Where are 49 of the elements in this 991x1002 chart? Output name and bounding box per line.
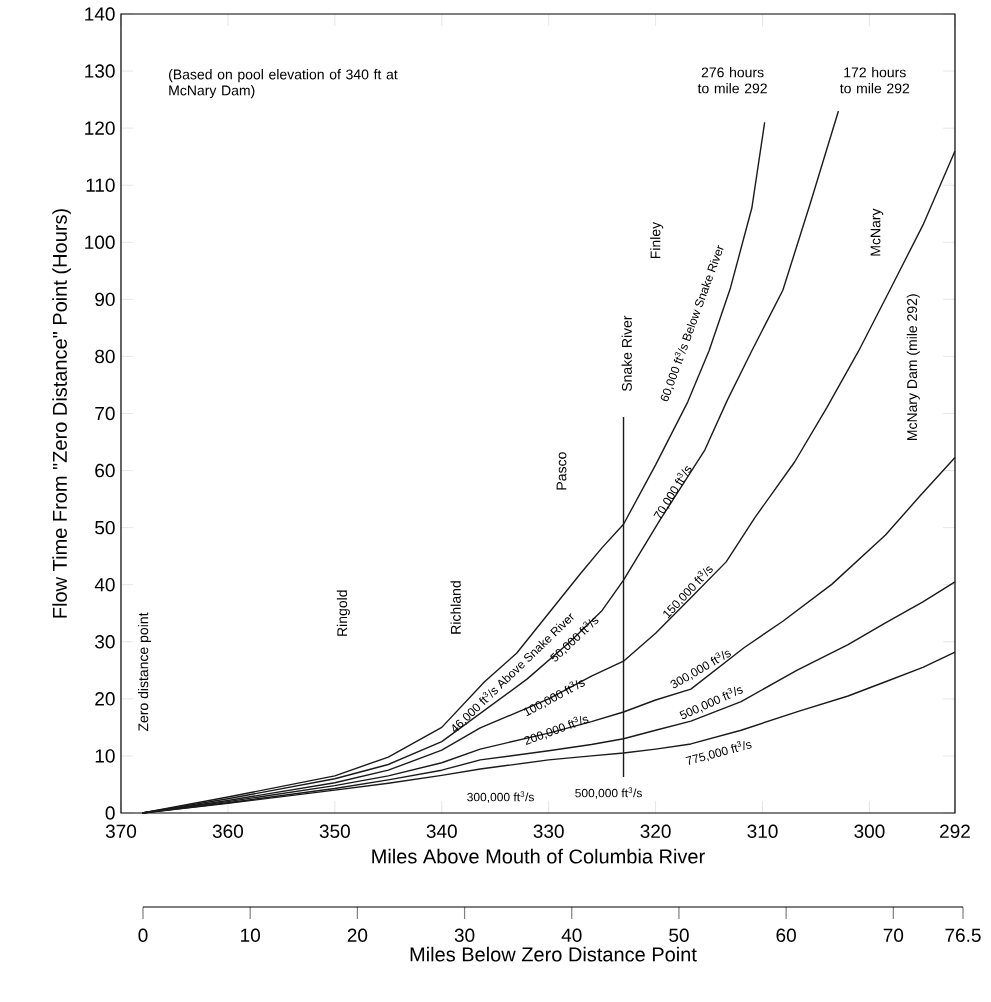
y-tick-label: 50 <box>95 520 115 535</box>
y-tick-label: 60 <box>95 463 115 478</box>
annotation: 775,000 ft$^{3}$/s <box>685 740 752 765</box>
x2-tick-label: 70 <box>883 928 904 942</box>
x-axis-title: Miles Above Mouth of Columbia River <box>372 848 705 864</box>
y-tick-label: 20 <box>95 692 115 706</box>
x2-tick-label: 10 <box>241 928 260 942</box>
annotation: Ringold <box>336 590 350 636</box>
y-tick-label: 140 <box>85 7 115 21</box>
x2-tick-label: 60 <box>776 928 796 942</box>
y-tick-label: 90 <box>95 292 115 307</box>
x2-axis-title: Miles Below Zero Distance Point <box>410 946 697 962</box>
annotation: 172 hours to mile 292 <box>839 67 910 94</box>
x-tick-label: 340 <box>426 824 457 838</box>
x-tick-label: 320 <box>640 824 671 838</box>
x2-tick-label: 30 <box>454 928 475 942</box>
x2-tick-label: 76.5 <box>945 928 981 942</box>
x-tick-label: 300 <box>854 824 885 838</box>
annotation: 500,000 ft$^{3}$/s <box>575 787 642 799</box>
annotation: (Based on pool elevation of 340 ft at McNary Dam) <box>169 69 398 99</box>
y-tick-label: 70 <box>95 406 115 421</box>
y-tick-label: 100 <box>85 235 115 250</box>
y-tick-label: 0 <box>105 806 115 820</box>
y-tick-label: 130 <box>85 64 115 78</box>
x-tick-label: 370 <box>105 824 137 838</box>
annotation: Zero distance point <box>137 612 152 732</box>
annotation: McNary Dam (mile 292) <box>906 294 920 441</box>
annotation: Pasco <box>556 452 567 490</box>
x-tick-label: 292 <box>940 824 970 838</box>
x2-tick-label: 50 <box>669 928 689 942</box>
x-tick-label: 360 <box>212 824 243 838</box>
x-tick-label: 310 <box>747 824 778 838</box>
x-tick-label: 350 <box>319 824 350 838</box>
annotation: Richland <box>450 581 461 634</box>
y-tick-label: 10 <box>95 749 115 763</box>
y-tick-label: 120 <box>85 121 115 135</box>
annotation: 276 hours to mile 292 <box>697 67 767 94</box>
y-tick-label: 40 <box>94 577 115 592</box>
x2-tick-label: 20 <box>347 928 368 942</box>
annotation: Snake River <box>621 315 632 392</box>
x-tick-label: 330 <box>533 824 564 838</box>
y-tick-label: 110 <box>86 178 115 192</box>
y-tick-label: 30 <box>95 635 115 649</box>
y-axis-title: Flow Time From "Zero Distance" Point (Hours) <box>52 209 71 618</box>
x2-tick-label: 40 <box>561 928 582 942</box>
annotation: McNary <box>870 208 884 256</box>
y-tick-label: 80 <box>95 349 115 364</box>
x2-tick-label: 0 <box>138 928 148 942</box>
annotation: 300,000 ft$^{3}$/s <box>467 791 534 803</box>
